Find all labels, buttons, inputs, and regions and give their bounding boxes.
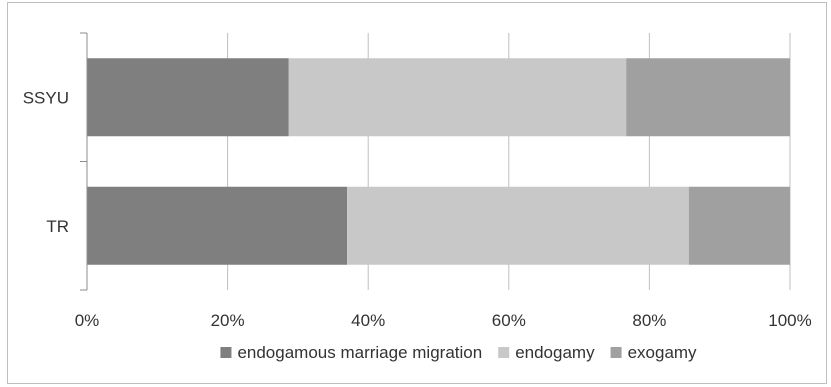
y-tick-label: SSYU xyxy=(23,88,69,107)
x-tick-label: 0% xyxy=(75,311,100,330)
legend-label: exogamy xyxy=(628,343,697,362)
legend: endogamous marriage migration endogamy exo… xyxy=(220,343,697,362)
bar-segment xyxy=(87,186,348,265)
bar-segment xyxy=(688,186,790,265)
x-tick-label: 20% xyxy=(211,311,245,330)
x-tick-label: 100% xyxy=(768,311,811,330)
legend-label: endogamy xyxy=(515,343,595,362)
legend-item: exogamy xyxy=(610,343,697,362)
bar-segment xyxy=(87,58,289,137)
legend-label: endogamous marriage migration xyxy=(237,343,482,362)
legend-swatch xyxy=(220,347,232,358)
bar-segment xyxy=(288,58,627,137)
legend-item: endogamous marriage migration xyxy=(220,343,482,362)
legend-swatch xyxy=(498,347,510,358)
x-tick-label: 40% xyxy=(351,311,385,330)
x-tick-label: 80% xyxy=(632,311,666,330)
axes xyxy=(80,32,88,291)
legend-swatch xyxy=(610,347,622,358)
tick-labels: 0% 20% 40% 60% 80% 100% SSYU TR xyxy=(23,88,812,330)
bar-segment xyxy=(347,186,689,265)
y-tick-label: TR xyxy=(46,217,69,236)
bars xyxy=(87,58,790,265)
x-tick-label: 60% xyxy=(492,311,526,330)
legend-item: endogamy xyxy=(498,343,595,362)
bar-segment xyxy=(626,58,790,137)
